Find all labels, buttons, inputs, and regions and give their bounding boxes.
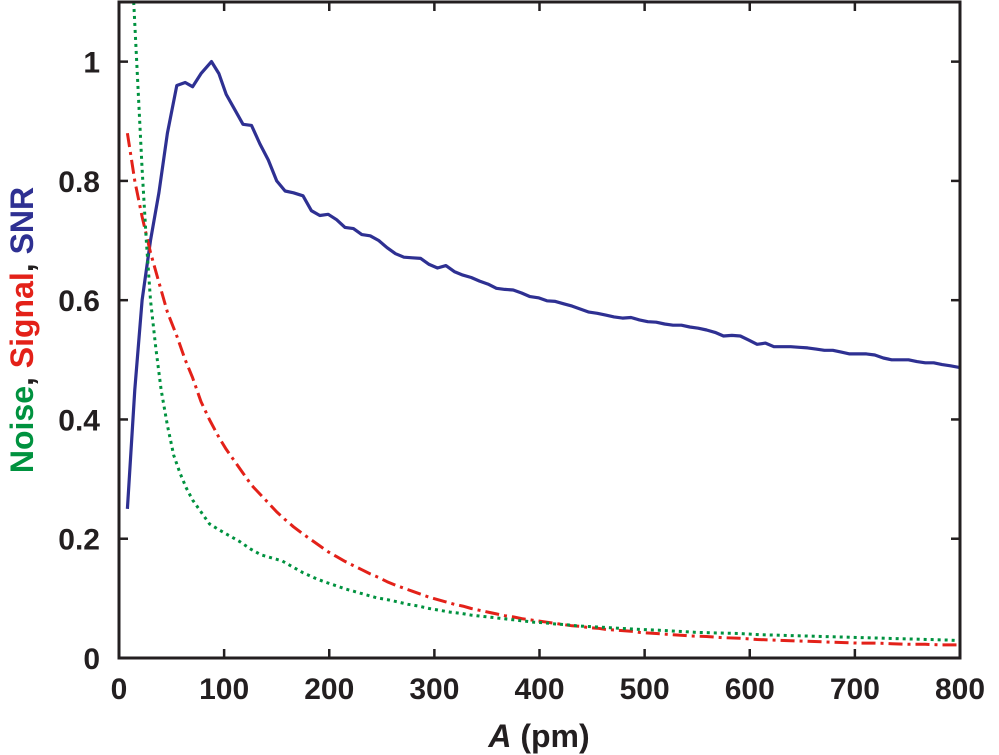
x-axis-label-italic: A <box>487 718 511 754</box>
y-axis-label-part: Signal <box>4 272 40 368</box>
x-tick-label: 200 <box>304 673 354 706</box>
plot-area <box>119 2 960 658</box>
y-tick-label: 1 <box>83 47 100 80</box>
y-tick-label: 0.4 <box>58 404 100 437</box>
series-line-dashdot <box>125 132 960 647</box>
y-axis-label-part: Noise <box>4 386 40 473</box>
series-layer <box>125 2 960 647</box>
x-tick-label: 100 <box>199 673 249 706</box>
y-axis-label-part: , <box>4 368 40 386</box>
y-axis-label-part: , <box>4 254 40 272</box>
y-axis-label-part: SNR <box>4 187 40 255</box>
x-tick-label: 600 <box>725 673 775 706</box>
y-tick-label: 0.8 <box>58 166 100 199</box>
series-line-dotted <box>132 2 960 643</box>
x-tick-label: 500 <box>620 673 670 706</box>
x-tick-labels: 0 100 200 300 400 500 600 700 800 <box>111 673 985 706</box>
y-tick-label: 0.6 <box>58 285 100 318</box>
y-tick-label: 0 <box>83 643 100 676</box>
y-tick-labels: 0 0.2 0.4 0.6 0.8 1 <box>58 47 100 676</box>
x-tick-label: 700 <box>830 673 880 706</box>
x-tick-label: 400 <box>514 673 564 706</box>
y-tick-label: 0.2 <box>58 524 100 557</box>
x-tick-label: 0 <box>111 673 128 706</box>
x-tick-label: 300 <box>409 673 459 706</box>
series-line-solid <box>125 60 960 509</box>
tick-layer <box>117 2 962 660</box>
x-axis-label: A (pm) <box>487 718 589 754</box>
y-axis-label: Noise, Signal, SNR <box>4 187 40 473</box>
x-axis-label-unit: (pm) <box>511 718 589 754</box>
x-tick-label: 800 <box>935 673 985 706</box>
